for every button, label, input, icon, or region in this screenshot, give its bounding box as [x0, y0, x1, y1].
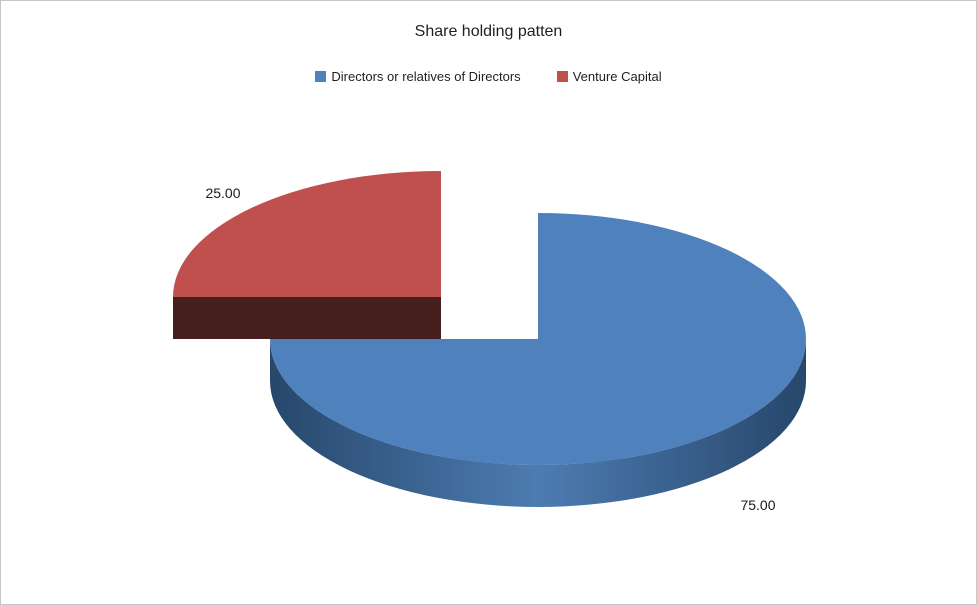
legend-label-directors: Directors or relatives of Directors	[331, 69, 521, 84]
legend-label-venture: Venture Capital	[572, 69, 662, 84]
legend-marker-directors-icon	[315, 71, 327, 82]
legend-item-directors[interactable]: Directors or relatives of Directors	[315, 69, 521, 84]
legend: Directors or relatives of Directors Vent…	[1, 69, 976, 84]
legend-marker-venture-icon	[556, 71, 568, 82]
data-label-venture: 25.00	[205, 185, 240, 201]
legend-item-venture[interactable]: Venture Capital	[556, 69, 662, 84]
chart-title: Share holding patten	[414, 23, 563, 40]
pie-slice-directors-side	[270, 339, 806, 507]
pie-slice-directors[interactable]	[270, 213, 806, 465]
pie-slice-venture-side	[173, 297, 441, 339]
pie-slice-venture[interactable]	[173, 171, 441, 297]
data-label-directors: 75.00	[740, 497, 775, 513]
